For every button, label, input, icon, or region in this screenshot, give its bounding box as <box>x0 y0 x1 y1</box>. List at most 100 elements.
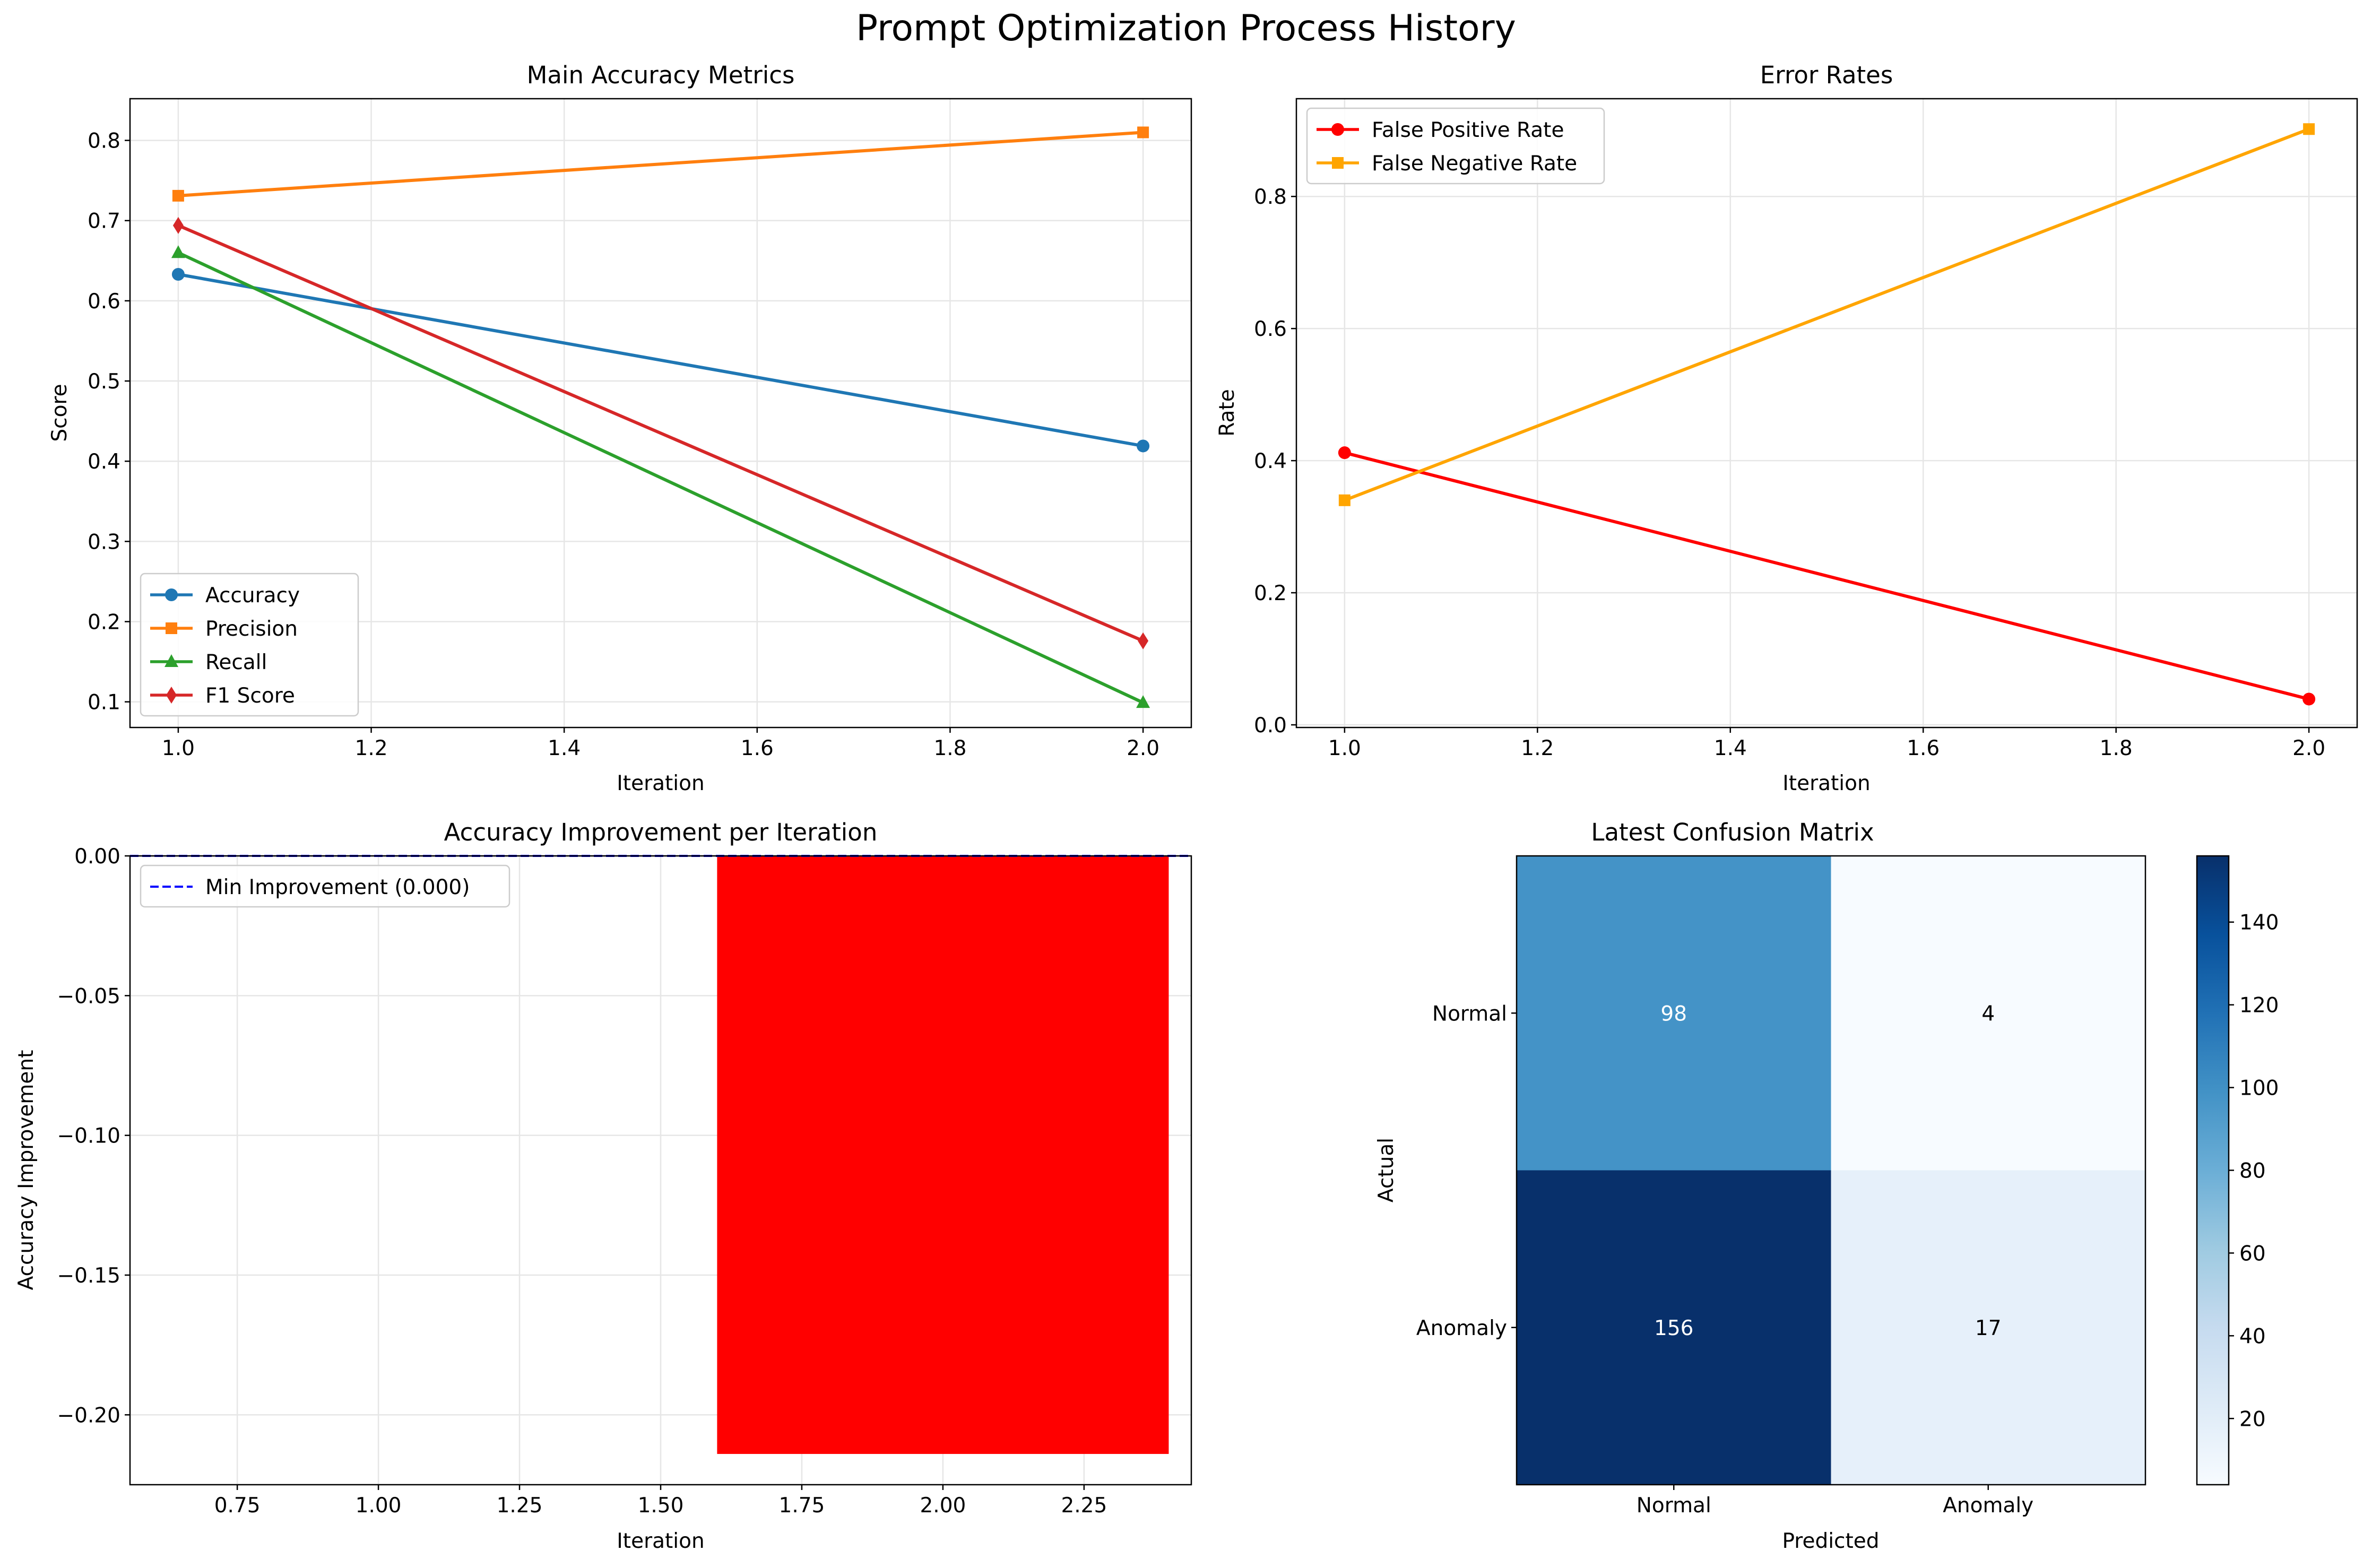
colorbar-tick-label: 20 <box>2239 1407 2266 1431</box>
main-accuracy-legend: Accuracy Precision Recall F1 Score <box>140 573 359 717</box>
confusion-matrix-ylabel: Actual <box>1374 1138 1398 1202</box>
y-tick-label: −0.20 <box>57 1404 120 1427</box>
legend-label: Min Improvement (0.000) <box>205 876 470 899</box>
matrix-cell <box>1831 1170 2145 1485</box>
x-tick-label: 1.50 <box>638 1494 684 1518</box>
x-tick-label: 1.2 <box>1521 737 1554 760</box>
x-tick-label: 2.00 <box>920 1494 966 1518</box>
matrix-cell-label: 4 <box>1981 1002 1995 1026</box>
x-tick-label: 2.0 <box>2292 737 2325 760</box>
false-positive-rate-point <box>2302 692 2316 706</box>
y-tick-label: 0.1 <box>88 691 120 715</box>
x-tick-label: 1.6 <box>741 737 774 760</box>
x-tick-label: 1.6 <box>1907 737 1940 760</box>
error-rates-title: Error Rates <box>1760 61 1893 89</box>
colorbar-tick-label: 120 <box>2239 994 2279 1018</box>
colorbar-tick-label: 140 <box>2239 911 2279 935</box>
confusion-matrix-chart: Latest Confusion Matrix 98 4 156 17 Normal An… <box>1374 818 2279 1553</box>
matrix-cell-label: 17 <box>1975 1316 2002 1340</box>
x-tick-label: 2.0 <box>1127 737 1159 760</box>
accuracy-improvement-xlabel: Iteration <box>617 1529 704 1553</box>
accuracy-point <box>1137 439 1150 453</box>
colorbar-gradient <box>2197 856 2229 1485</box>
accuracy-line <box>178 273 1144 448</box>
recall-line <box>177 251 1144 704</box>
y-tick-label: −0.15 <box>57 1264 120 1288</box>
y-tick-label: −0.10 <box>57 1124 120 1148</box>
legend-label: False Positive Rate <box>1372 118 1564 142</box>
main-accuracy-title: Main Accuracy Metrics <box>527 61 795 89</box>
y-tick-label: 0.00 <box>74 845 120 869</box>
recall-point <box>171 245 185 258</box>
x-tick-label: 1.4 <box>548 737 581 760</box>
false-negative-rate-line <box>1344 127 2310 502</box>
x-tick-label: 1.0 <box>162 737 195 760</box>
recall-point <box>1136 695 1150 708</box>
error-rates-chart: Error Rates 1.0 1.2 1.4 1.6 1.8 2.0 0.0 0.2 0.4 0… <box>1215 61 2358 795</box>
error-rates-legend: False Positive Rate False Negative Rate <box>1306 107 1605 185</box>
error-rates-ylabel: Rate <box>1215 389 1239 436</box>
f1-score-line <box>177 224 1144 643</box>
precision-point <box>1137 126 1149 138</box>
y-tick-label: 0.4 <box>1254 449 1287 473</box>
confusion-matrix-frame <box>1516 855 2146 1486</box>
matrix-cell-label: 98 <box>1660 1002 1687 1026</box>
legend-label: Recall <box>205 651 267 674</box>
x-tick-label: 1.2 <box>355 737 388 760</box>
f1-score-point <box>1138 632 1149 649</box>
x-tick-label: 1.0 <box>1328 737 1361 760</box>
y-tick-label: −0.05 <box>57 984 120 1008</box>
colorbar-tick-label: 100 <box>2239 1077 2279 1101</box>
false-positive-rate-line <box>1344 451 2309 701</box>
matrix-cell <box>1831 856 2145 1171</box>
y-tick-label: 0.8 <box>88 129 120 153</box>
legend-box <box>140 864 510 908</box>
legend-marker <box>166 622 177 634</box>
y-tick-label: Anomaly <box>1416 1316 1507 1340</box>
legend-marker <box>166 687 177 704</box>
legend-label: Accuracy <box>205 584 300 608</box>
x-tick-label: 1.75 <box>779 1494 825 1518</box>
x-tick-label: 0.75 <box>214 1494 261 1518</box>
y-tick-label: Normal <box>1432 1002 1507 1026</box>
error-rates-xlabel: Iteration <box>1782 772 1870 795</box>
x-tick-label: Normal <box>1637 1494 1711 1518</box>
improvement-bar <box>717 856 1169 1454</box>
matrix-cell-label: 156 <box>1654 1316 1693 1340</box>
legend-box <box>140 573 359 717</box>
y-tick-label: 0.2 <box>1254 582 1287 605</box>
precision-line <box>178 131 1144 197</box>
legend-marker <box>1332 157 1344 169</box>
matrix-cell <box>1517 856 1831 1171</box>
y-tick-label: 0.7 <box>88 210 120 233</box>
colorbar-tick-label: 40 <box>2239 1324 2266 1348</box>
f1-score-point <box>172 216 184 234</box>
y-tick-label: 0.6 <box>88 290 120 314</box>
y-tick-label: 0.8 <box>1254 185 1287 209</box>
accuracy-improvement-title: Accuracy Improvement per Iteration <box>444 818 878 846</box>
x-tick-label: Anomaly <box>1943 1494 2033 1518</box>
accuracy-improvement-plot-frame <box>129 855 1192 1486</box>
confusion-matrix-title: Latest Confusion Matrix <box>1591 818 1874 846</box>
accuracy-point <box>171 268 185 281</box>
x-tick-label: 1.4 <box>1714 737 1747 760</box>
legend-marker <box>1331 123 1344 136</box>
y-tick-label: 0.6 <box>1254 317 1287 341</box>
legend-marker <box>165 588 178 601</box>
x-tick-label: 1.8 <box>933 737 966 760</box>
confusion-matrix-xlabel: Predicted <box>1782 1529 1879 1553</box>
y-tick-label: 0.2 <box>88 610 120 634</box>
accuracy-improvement-chart: Accuracy Improvement per Iteration 0.75 1… <box>14 818 1192 1553</box>
x-tick-label: 1.25 <box>497 1494 543 1518</box>
x-tick-label: 1.8 <box>2100 737 2133 760</box>
y-tick-label: 0.5 <box>88 370 120 394</box>
main-accuracy-ylabel: Score <box>48 384 72 441</box>
main-accuracy-metrics-chart: Main Accuracy Metrics 1.0 1.2 1.4 1.6 1.8 2.0… <box>48 61 1192 795</box>
legend-label: Precision <box>205 617 298 641</box>
false-negative-rate-point <box>2303 123 2315 135</box>
legend-box <box>1306 107 1605 185</box>
y-tick-label: 0.4 <box>88 450 120 474</box>
legend-label: False Negative Rate <box>1372 152 1577 176</box>
colorbar-tick-label: 60 <box>2239 1242 2266 1266</box>
